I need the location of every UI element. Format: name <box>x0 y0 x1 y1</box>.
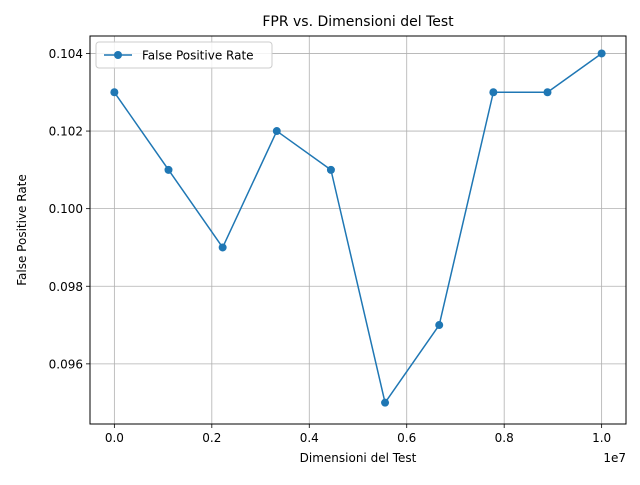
data-point <box>489 88 497 96</box>
data-point <box>598 49 606 57</box>
data-point <box>273 127 281 135</box>
y-tick-label: 0.100 <box>49 202 83 216</box>
x-tick-label: 0.0 <box>105 431 124 445</box>
data-point <box>435 321 443 329</box>
data-point <box>543 88 551 96</box>
x-axis-offset-label: 1e7 <box>603 451 626 465</box>
x-tick-label: 0.2 <box>202 431 221 445</box>
data-point <box>110 88 118 96</box>
data-point <box>327 166 335 174</box>
legend-marker-swatch <box>114 51 122 59</box>
x-axis-label: Dimensioni del Test <box>300 451 417 465</box>
x-tick-label: 0.4 <box>300 431 319 445</box>
data-point <box>165 166 173 174</box>
y-tick-label: 0.096 <box>49 357 83 371</box>
legend-label: False Positive Rate <box>142 49 254 63</box>
x-tick-label: 1.0 <box>592 431 611 445</box>
chart-title: FPR vs. Dimensioni del Test <box>262 14 454 30</box>
y-axis-label: False Positive Rate <box>15 174 29 286</box>
data-point <box>381 399 389 407</box>
y-tick-label: 0.102 <box>49 125 83 139</box>
data-point <box>219 243 227 251</box>
y-tick-label: 0.098 <box>49 280 83 294</box>
y-tick-label: 0.104 <box>49 47 83 61</box>
legend: False Positive Rate <box>96 42 272 68</box>
x-tick-label: 0.6 <box>397 431 416 445</box>
x-tick-label: 0.8 <box>495 431 514 445</box>
